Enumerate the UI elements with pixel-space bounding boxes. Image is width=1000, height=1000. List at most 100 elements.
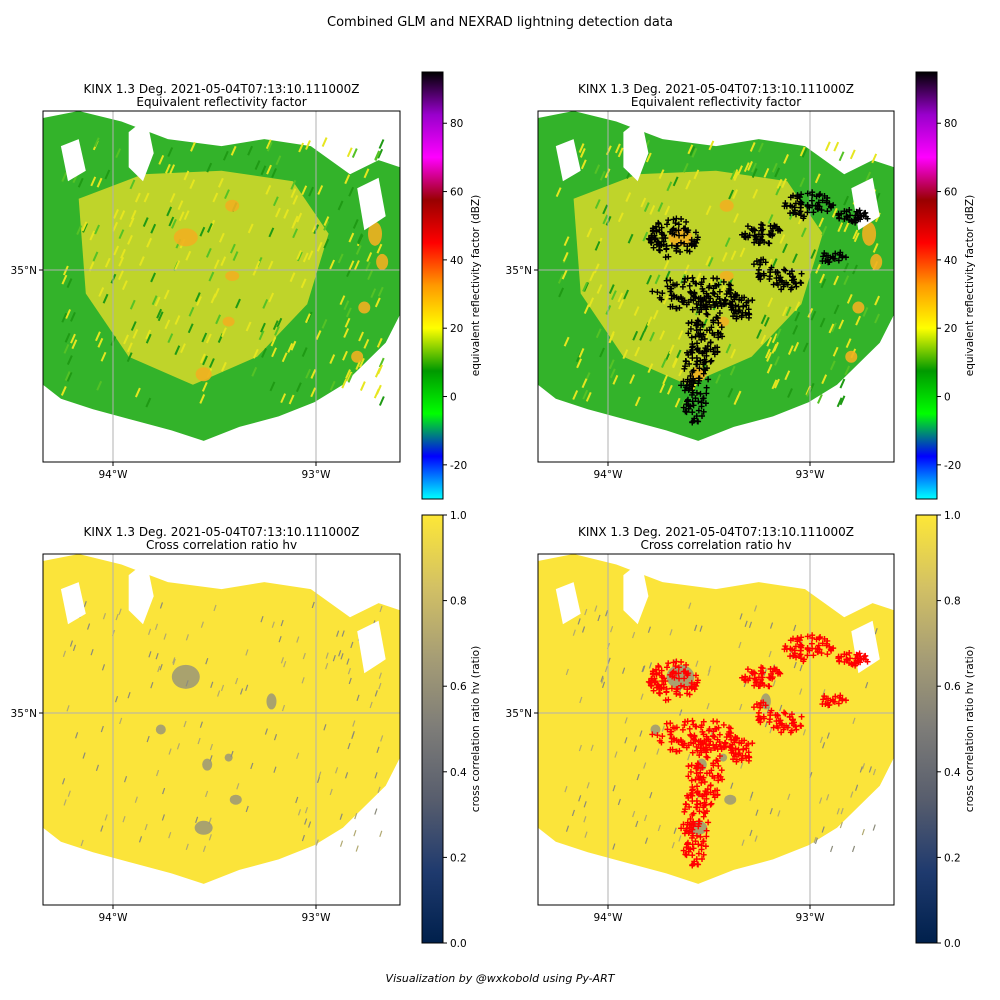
lightning-marker [689, 398, 696, 405]
echo-streak [666, 384, 673, 395]
echo-streak [661, 358, 667, 368]
lightning-marker [798, 713, 805, 720]
cc-streak [205, 658, 209, 665]
lightning-marker [676, 232, 683, 239]
echo-streak [129, 179, 136, 190]
lightning-marker [678, 825, 685, 832]
radar-coverage [43, 554, 400, 884]
lightning-marker [683, 218, 690, 225]
cc-streak [75, 732, 79, 739]
echo-streak [270, 336, 277, 347]
echo-streak [337, 200, 344, 211]
cc-streak [104, 814, 108, 821]
cc-streak [351, 732, 355, 739]
cc-streak [631, 631, 636, 639]
cc-streak [119, 717, 123, 725]
lightning-marker [700, 395, 707, 402]
cc-streak [799, 688, 803, 695]
lightning-marker [852, 212, 859, 219]
echo-streak [354, 260, 360, 270]
cc-streak [738, 641, 742, 649]
echo-streak [156, 308, 163, 319]
lightning-marker [848, 217, 855, 224]
cc-streak [379, 605, 383, 613]
lightning-marker [715, 329, 722, 336]
lightning-marker [755, 240, 762, 247]
lightning-marker [782, 200, 789, 207]
y-tick-label: 35°N [506, 265, 532, 277]
lightning-marker [673, 688, 680, 695]
lightning-marker [714, 275, 721, 282]
echo-streak [583, 304, 590, 314]
lightning-marker [655, 682, 662, 689]
echo-streak [818, 217, 825, 228]
lightning-marker [700, 275, 707, 282]
cc-streak [643, 814, 648, 822]
echo-streak [300, 278, 307, 289]
lightning-marker [787, 645, 794, 652]
echo-streak [288, 394, 295, 405]
lightning-marker [788, 727, 795, 734]
echo-streak [190, 141, 196, 152]
echo-streak [664, 205, 671, 216]
lightning-marker [861, 210, 868, 217]
echo-streak [794, 301, 801, 312]
echo-streak [127, 234, 133, 245]
coverage-gap [623, 561, 649, 625]
echo-streak [329, 380, 336, 391]
echo-streak [145, 397, 152, 408]
echo-streak [594, 199, 601, 209]
lightning-marker [715, 772, 722, 779]
echo-streak [794, 311, 801, 322]
echo-streak [608, 284, 615, 294]
colorbar-label: cross correlation ratio hv (ratio) [964, 646, 976, 812]
lightning-marker [745, 740, 752, 747]
lightning-marker [759, 669, 766, 676]
echo-streak [766, 258, 773, 269]
cc-streak [656, 748, 660, 755]
lightning-marker [819, 258, 826, 265]
echo-streak [725, 343, 732, 354]
lightning-marker [689, 419, 696, 426]
lightning-marker [697, 773, 704, 780]
echo-streak [271, 347, 277, 358]
echo-streak [213, 259, 220, 270]
lightning-marker [687, 372, 694, 379]
lightning-marker [829, 696, 836, 703]
lightning-marker [673, 245, 680, 252]
cc-streak [332, 655, 336, 662]
lightning-marker [789, 273, 796, 280]
cc-streak [793, 624, 797, 632]
lightning-marker [790, 279, 797, 286]
echo-streak [254, 260, 261, 271]
cc-streak [271, 621, 275, 628]
echo-streak [617, 292, 624, 303]
echo-streak [301, 185, 308, 196]
lightning-marker [714, 348, 721, 355]
cc-streak [344, 772, 349, 779]
lightning-marker [673, 748, 680, 755]
echo-streak [145, 329, 152, 340]
echo-streak [767, 214, 774, 224]
echo-streak [201, 381, 208, 392]
echo-streak [271, 168, 277, 178]
colorbar-tick-label: 0.2 [450, 852, 467, 864]
echo-streak [767, 297, 774, 308]
echo-streak [782, 243, 788, 254]
cc-streak [578, 795, 582, 802]
echo-cell [173, 228, 198, 247]
echo-streak [61, 172, 68, 182]
echo-streak [705, 205, 712, 216]
colorbar [915, 514, 938, 944]
lightning-marker [801, 213, 808, 220]
echo-streak [377, 148, 384, 159]
lightning-marker [787, 637, 794, 644]
lightning-marker [655, 662, 662, 669]
plot-area [538, 111, 894, 462]
lightning-marker [797, 208, 804, 215]
lightning-marker [681, 722, 688, 729]
echo-streak [89, 230, 96, 241]
echo-streak [167, 147, 174, 157]
echo-streak [862, 307, 869, 317]
lightning-marker [682, 806, 689, 813]
